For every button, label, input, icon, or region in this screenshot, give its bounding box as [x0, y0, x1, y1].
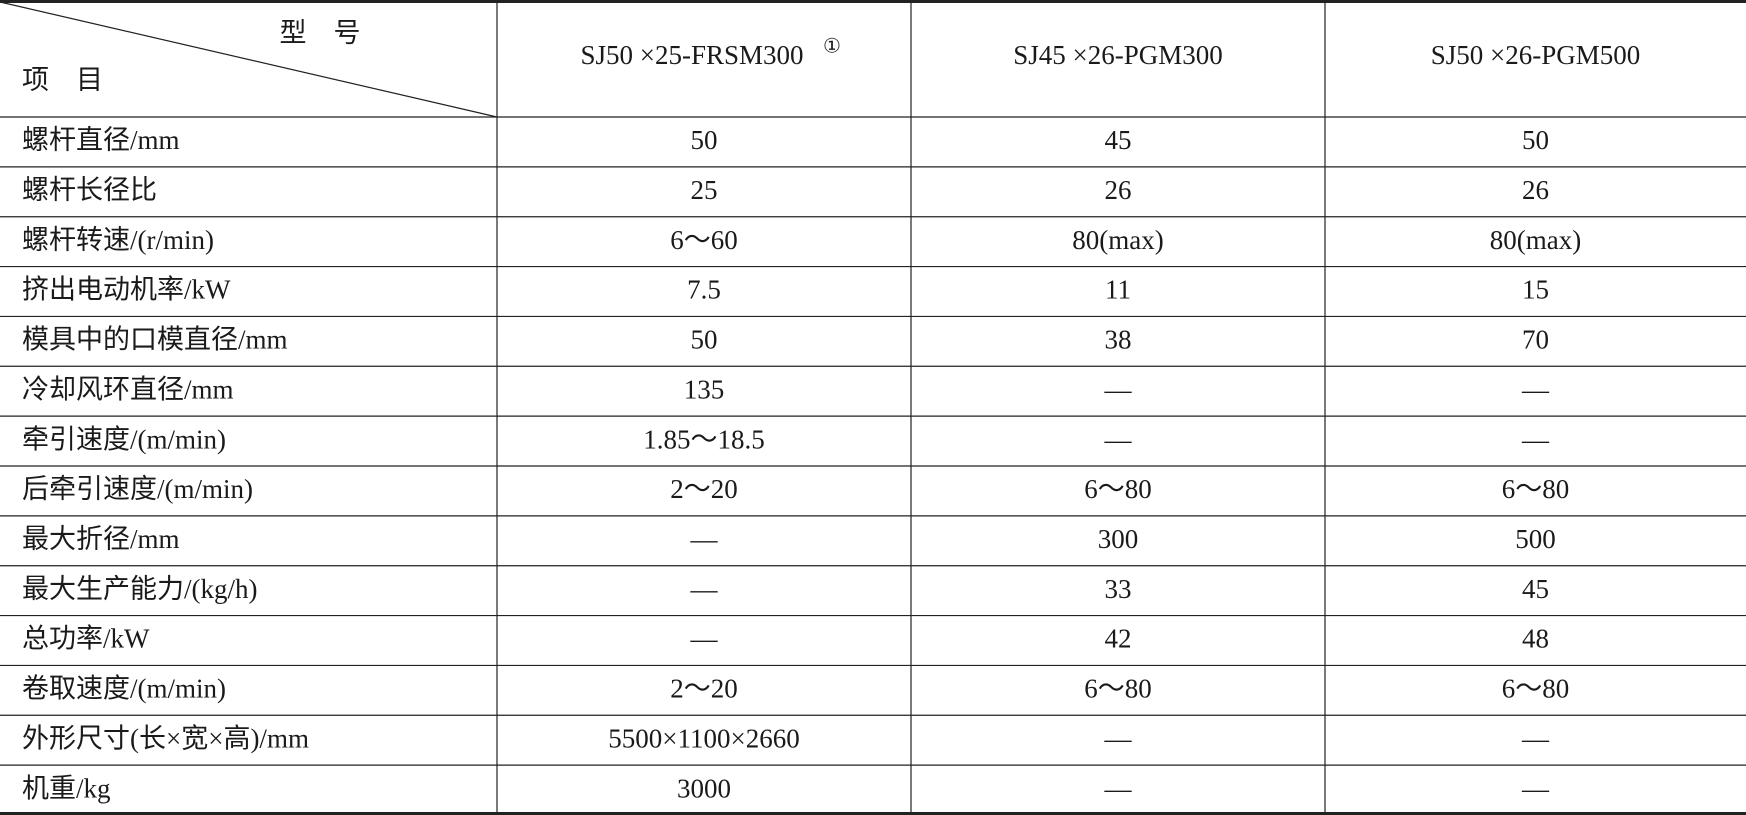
cell-value: 15 [1522, 275, 1549, 305]
cell-value: — [1104, 374, 1133, 404]
cell-value: — [690, 624, 719, 654]
corner-diagonal [0, 1, 498, 118]
cell-value: 80(max) [1072, 225, 1163, 255]
cell-value: 26 [1105, 175, 1132, 205]
row-label: 卷取速度/(m/min) [22, 674, 226, 704]
column-header: SJ45 ×26-PGM300 [1013, 40, 1223, 70]
column-header: SJ50 ×26-PGM500 [1431, 40, 1641, 70]
cell-value: — [1521, 374, 1550, 404]
cell-value: 5500×1100×2660 [608, 723, 799, 753]
cell-value: — [1521, 773, 1550, 803]
cell-value: 6～80 [1502, 474, 1570, 504]
row-label: 螺杆转速/(r/min) [22, 225, 214, 255]
cell-value: 11 [1105, 275, 1131, 305]
cell-value: 300 [1098, 524, 1139, 554]
row-label: 模具中的口模直径/mm [22, 325, 288, 355]
cell-value: 45 [1522, 574, 1549, 604]
cell-value: — [690, 574, 719, 604]
cell-value: — [1104, 773, 1133, 803]
cell-value: 25 [691, 175, 718, 205]
cell-value: 38 [1105, 325, 1132, 355]
cell-value: 80(max) [1490, 225, 1581, 255]
row-label: 机重/kg [22, 773, 111, 803]
cell-value: — [1104, 424, 1133, 454]
row-label: 最大折径/mm [22, 524, 180, 554]
corner-bottom-label: 项 目 [22, 65, 103, 95]
cell-value: 6～80 [1084, 674, 1152, 704]
cell-value: 42 [1105, 624, 1132, 654]
row-label: 冷却风环直径/mm [22, 374, 234, 404]
column-note: ① [823, 36, 841, 58]
cell-value: 48 [1522, 624, 1549, 654]
cell-value: 50 [1522, 125, 1549, 155]
cell-value: 3000 [677, 773, 731, 803]
cell-value: 6～80 [1084, 474, 1152, 504]
cell-value: 6～80 [1502, 674, 1570, 704]
cell-value: — [1521, 723, 1550, 753]
cell-value: 500 [1515, 524, 1556, 554]
cell-value: — [1521, 424, 1550, 454]
cell-value: 50 [691, 125, 718, 155]
cell-value: 1.85～18.5 [643, 424, 765, 454]
row-label: 螺杆直径/mm [22, 125, 180, 155]
row-label: 最大生产能力/(kg/h) [22, 574, 258, 604]
cell-value: 33 [1105, 574, 1132, 604]
row-label: 螺杆长径比 [22, 175, 157, 205]
row-label: 后牵引速度/(m/min) [22, 474, 253, 504]
cell-value: 45 [1105, 125, 1132, 155]
row-label: 挤出电动机率/kW [22, 275, 231, 305]
cell-value: 7.5 [687, 275, 721, 305]
corner-top-label: 型 号 [280, 18, 361, 48]
cell-value: 135 [684, 374, 725, 404]
row-label: 外形尺寸(长×宽×高)/mm [22, 723, 309, 753]
cell-value: — [690, 524, 719, 554]
cell-value: 50 [691, 325, 718, 355]
cell-value: 70 [1522, 325, 1549, 355]
cell-value: 6～60 [670, 225, 738, 255]
row-label: 牵引速度/(m/min) [22, 424, 226, 454]
cell-value: 26 [1522, 175, 1549, 205]
row-label: 总功率/kW [22, 624, 150, 654]
cell-value: 2～20 [670, 474, 738, 504]
column-header: SJ50 ×25-FRSM300 [580, 40, 803, 70]
cell-value: — [1104, 723, 1133, 753]
cell-value: 2～20 [670, 674, 738, 704]
